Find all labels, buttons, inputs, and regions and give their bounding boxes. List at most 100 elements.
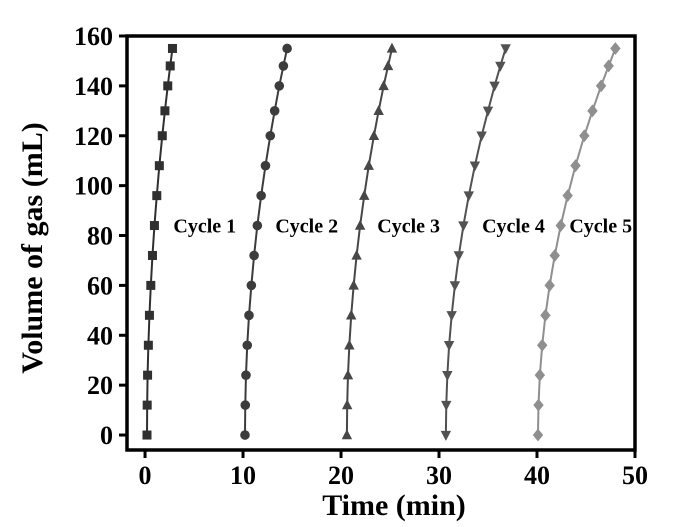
circle-marker-icon [260,160,271,171]
circle-marker-icon [265,130,276,141]
y-tick-label: 140 [74,72,113,101]
triangle-down-marker-icon [463,191,475,202]
series-cycle-1 [142,43,177,440]
x-tick-label: 0 [139,461,152,490]
circle-marker-icon [241,370,251,380]
triangle-up-marker-icon [363,159,374,170]
y-tick-label: 80 [87,222,113,251]
y-tick-label: 160 [74,22,113,51]
diamond-marker-icon [555,219,566,232]
triangle-down-marker-icon [500,44,511,55]
series-cycle-3 [341,42,398,440]
series-cycle-5-line [536,48,617,436]
triangle-down-marker-icon [476,131,487,142]
circle-marker-icon [246,280,257,291]
y-tick-label: 20 [87,371,113,400]
triangle-up-marker-icon [368,129,380,140]
square-marker-icon [152,191,162,201]
series-cycle-2-line [243,48,289,436]
diamond-marker-icon [536,338,548,352]
diamond-marker-icon [562,189,573,203]
diamond-marker-icon [540,308,551,322]
square-marker-icon [143,370,153,380]
x-tick-label: 40 [524,461,550,490]
triangle-up-marker-icon [359,189,370,200]
y-axis-title: Volume of gas (mL) [16,122,49,373]
annotation-cycle-1: Cycle 1 [173,216,236,238]
diamond-marker-icon [534,368,546,382]
square-marker-icon [165,61,175,71]
square-marker-icon [143,340,153,350]
triangle-down-marker-icon [458,221,469,232]
diamond-marker-icon [544,278,555,292]
triangle-up-marker-icon [354,219,366,230]
x-tick-label: 30 [426,461,452,490]
square-marker-icon [163,81,173,91]
diamond-marker-icon [610,42,621,55]
circle-marker-icon [244,310,254,321]
triangle-up-marker-icon [348,279,359,290]
series-cycle-4 [440,44,511,441]
triangle-up-marker-icon [342,369,354,380]
y-tick-label: 120 [74,122,113,151]
axis-ticks: 0 10 20 30 40 50 0 20 40 60 80 100 120 140 160 [74,22,648,490]
square-marker-icon [160,106,170,116]
diamond-marker-icon [579,129,590,143]
annotation-cycle-3: Cycle 3 [377,216,440,238]
triangle-up-marker-icon [382,60,394,71]
diamond-marker-icon [587,104,598,118]
triangle-down-marker-icon [446,311,457,322]
triangle-down-marker-icon [489,81,500,92]
series-cycle-5 [532,42,621,442]
annotation-cycle-5: Cycle 5 [569,216,632,238]
square-marker-icon [149,221,159,231]
circle-marker-icon [240,430,250,440]
square-marker-icon [157,131,167,141]
x-axis-title: Time (min) [322,489,466,522]
triangle-down-marker-icon [453,251,465,262]
triangle-up-marker-icon [373,105,384,116]
diamond-marker-icon [570,159,581,173]
circle-marker-icon [242,340,253,351]
triangle-up-marker-icon [344,339,355,350]
diamond-marker-icon [549,249,560,262]
triangle-up-marker-icon [341,429,353,440]
diamond-marker-icon [532,428,544,442]
plot-border [125,34,637,452]
square-marker-icon [144,310,154,320]
x-tick-label: 20 [328,461,354,490]
triangle-down-marker-icon [442,370,453,381]
triangle-down-marker-icon [441,400,452,411]
triangle-down-marker-icon [469,161,481,172]
circle-marker-icon [240,400,251,410]
triangle-up-marker-icon [386,42,398,53]
triangle-up-marker-icon [341,399,353,410]
series-cycle-3-line [345,48,393,436]
square-marker-icon [167,43,177,53]
y-tick-label: 60 [87,271,113,300]
x-tick-label: 10 [230,461,256,490]
triangle-down-marker-icon [449,281,461,292]
square-marker-icon [142,430,152,440]
triangle-down-marker-icon [482,106,494,117]
circle-marker-icon [249,250,259,261]
x-tick-label: 50 [622,461,648,490]
circle-marker-icon [282,43,292,54]
circle-marker-icon [274,81,285,91]
series-cycle-4-line [444,48,507,436]
annotation-cycle-2: Cycle 2 [275,216,338,238]
square-marker-icon [142,400,152,410]
triangle-up-marker-icon [351,249,362,260]
square-marker-icon [154,161,164,171]
circle-marker-icon [252,220,263,231]
diamond-marker-icon [595,79,607,93]
triangle-up-marker-icon [378,80,389,91]
circle-marker-icon [278,61,289,71]
annotation-cycle-4: Cycle 4 [482,216,545,238]
triangle-down-marker-icon [495,61,506,72]
triangle-down-marker-icon [440,430,452,441]
circle-marker-icon [269,106,280,116]
triangle-down-marker-icon [443,341,455,352]
